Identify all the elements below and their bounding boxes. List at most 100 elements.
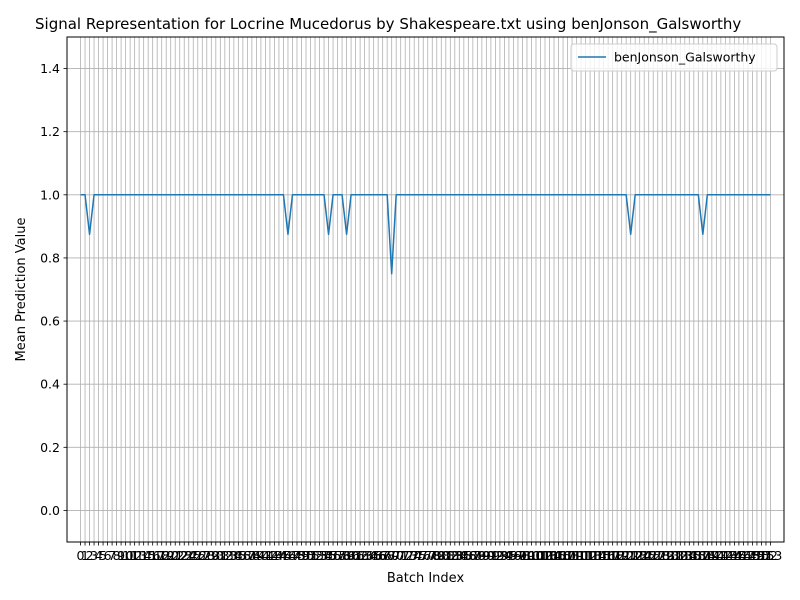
x-tick-label: 27 [194,548,210,563]
x-tick-label: 140 [700,548,724,563]
x-tick-label: 92 [487,548,503,563]
x-tick-label: 104 [538,548,562,563]
x-tick-label: 62 [352,548,368,563]
x-tick-label: 20 [163,548,179,563]
x-tick-label: 74 [406,548,422,563]
x-tick-label: 69 [384,548,400,563]
x-tick-label: 8 [113,548,121,563]
x-tick-label: 133 [668,548,692,563]
y-tick-label: 0.4 [40,377,60,392]
x-tick-label: 130 [655,548,679,563]
x-tick-label: 116 [592,548,616,563]
x-tick-label: 5 [99,548,107,563]
chart-title: Signal Representation for Locrine Mucedo… [35,15,741,34]
x-tick-label: 94 [496,548,512,563]
x-tick-label: 30 [208,548,224,563]
x-tick-label: 32 [217,548,233,563]
x-tick-label: 39 [248,548,264,563]
x-tick-label: 131 [659,548,683,563]
x-tick-label: 126 [637,548,661,563]
x-tick-label: 73 [402,548,418,563]
x-tick-label: 65 [366,548,382,563]
x-tick-label: 134 [673,548,697,563]
x-tick-label: 129 [650,548,674,563]
x-tick-label: 12 [127,548,143,563]
x-tick-label: 40 [253,548,269,563]
y-tick-label: 1.4 [40,61,60,76]
x-tick-label: 6 [104,548,112,563]
x-tick-label: 84 [451,548,467,563]
y-axis-ticks: 0.0 0.2 0.4 0.6 0.8 1.0 1.2 1.4 [40,61,67,518]
x-tick-label: 43 [266,548,282,563]
x-tick-label: 55 [321,548,337,563]
x-tick-label: 141 [704,548,728,563]
x-tick-label: 81 [438,548,454,563]
x-tick-label: 66 [370,548,386,563]
x-tick-label: 86 [460,548,476,563]
x-tick-label: 59 [339,548,355,563]
x-tick-label: 4 [95,548,103,563]
x-tick-label: 124 [628,548,652,563]
x-tick-label: 127 [641,548,665,563]
x-tick-label: 100 [520,548,544,563]
x-tick-label: 47 [285,548,301,563]
x-tick-label: 7 [108,548,116,563]
x-tick-label: 26 [190,548,206,563]
x-tick-label: 135 [677,548,701,563]
x-tick-label: 91 [483,548,499,563]
x-tick-label: 22 [172,548,188,563]
x-tick-label: 31 [212,548,228,563]
x-tick-label: 98 [514,548,530,563]
y-tick-label: 1.0 [40,187,60,202]
x-tick-label: 128 [646,548,670,563]
plot-area [67,37,784,542]
series-line [80,194,771,275]
x-tick-label: 145 [722,548,746,563]
x-tick-label: 72 [397,548,413,563]
series-layer [80,194,771,275]
x-tick-label: 153 [759,548,783,563]
x-tick-label: 114 [583,548,607,563]
x-tick-label: 103 [533,548,557,563]
x-tick-label: 19 [158,548,174,563]
x-tick-label: 54 [316,548,332,563]
x-tick-label: 50 [298,548,314,563]
x-tick-label: 46 [280,548,296,563]
x-tick-label: 0 [77,548,85,563]
x-tick-label: 37 [239,548,255,563]
plot-frame [66,36,785,543]
x-tick-label: 122 [619,548,643,563]
x-tick-label: 96 [505,548,521,563]
x-tick-label: 75 [411,548,427,563]
y-tick-label: 0.0 [40,503,60,518]
legend-box [570,43,778,72]
x-tick-label: 106 [547,548,571,563]
x-tick-label: 15 [140,548,156,563]
x-tick-label: 117 [596,548,620,563]
x-tick-label: 78 [424,548,440,563]
x-tick-label: 113 [578,548,602,563]
x-tick-label: 68 [379,548,395,563]
x-grid [80,37,771,542]
x-tick-label: 87 [465,548,481,563]
x-tick-label: 107 [551,548,575,563]
y-tick-label: 1.2 [40,124,60,139]
x-tick-label: 24 [181,548,197,563]
x-tick-label: 36 [235,548,251,563]
x-tick-label: 48 [289,548,305,563]
x-tick-label: 147 [731,548,755,563]
x-tick-label: 23 [176,548,192,563]
x-tick-label: 144 [718,548,742,563]
x-tick-label: 49 [294,548,310,563]
x-tick-label: 118 [601,548,625,563]
x-tick-label: 99 [519,548,535,563]
x-tick-label: 25 [185,548,201,563]
x-tick-label: 137 [686,548,710,563]
x-tick-label: 143 [713,548,737,563]
x-tick-label: 111 [569,548,593,563]
legend: benJonson_Galsworthy [570,43,778,72]
x-tick-label: 1 [81,548,89,563]
x-axis-label: Batch Index [387,571,465,586]
